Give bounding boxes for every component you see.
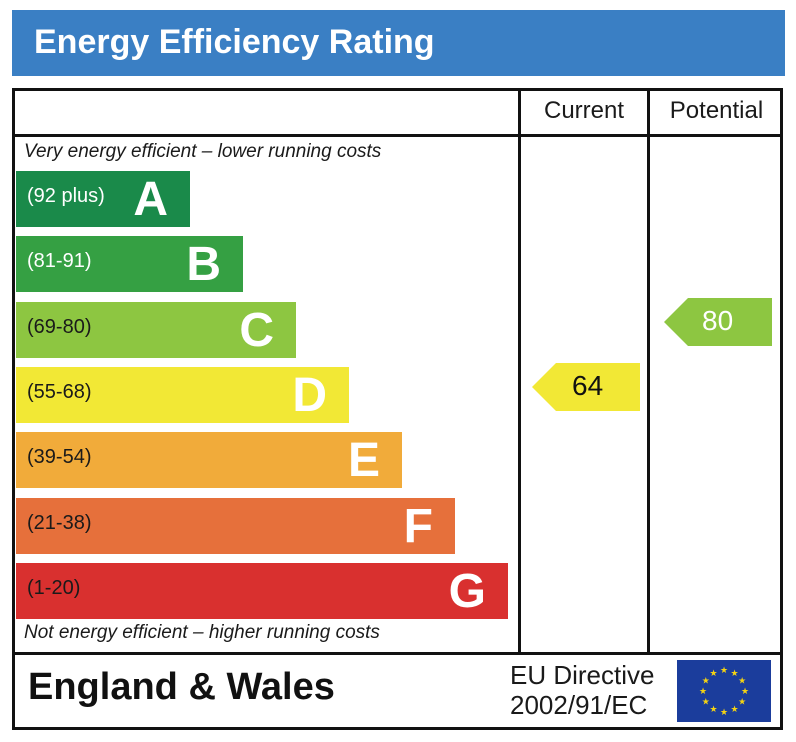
eu-directive: EU Directive 2002/91/EC <box>510 660 654 720</box>
eu-star-icon: ★ <box>699 687 707 697</box>
band-d-letter: D <box>292 369 327 422</box>
band-c-range: (69-80) <box>27 316 92 338</box>
rating-table <box>12 88 783 730</box>
band-b-letter: B <box>186 238 221 291</box>
header-divider <box>12 134 783 137</box>
eu-star-icon: ★ <box>720 666 728 676</box>
title-bar: Energy Efficiency Rating <box>12 10 785 76</box>
eu-star-icon: ★ <box>730 669 738 679</box>
potential-column-header: Potential <box>669 97 764 124</box>
eu-star-icon: ★ <box>709 669 717 679</box>
current-column-header: Current <box>543 97 625 124</box>
band-b-range: (81-91) <box>27 250 92 272</box>
eu-directive-line2: 2002/91/EC <box>510 690 648 720</box>
current-rating-arrow: 64 <box>532 363 640 416</box>
eu-star-icon: ★ <box>741 687 749 697</box>
potential-arrow-shape <box>664 298 772 346</box>
eu-star-icon: ★ <box>720 708 728 718</box>
band-c-letter: C <box>239 304 274 357</box>
band-f-letter: F <box>403 500 433 553</box>
band-d: (55-68) D <box>16 367 349 423</box>
current-column-divider <box>518 88 521 654</box>
current-rating-value: 64 <box>572 370 604 401</box>
eu-star-icon: ★ <box>702 677 710 687</box>
eu-directive-line1: EU Directive <box>510 660 655 690</box>
eu-star-icon: ★ <box>702 698 710 708</box>
band-b: (81-91) B <box>16 236 243 292</box>
band-e-letter: E <box>347 434 380 487</box>
band-a-range: (92 plus) <box>27 185 105 207</box>
band-a-letter: A <box>133 173 168 226</box>
band-g-range: (1-20) <box>27 577 81 599</box>
band-e-range: (39-54) <box>27 446 92 468</box>
footer-divider <box>12 652 783 655</box>
band-g: (1-20) G <box>16 563 508 619</box>
top-note: Very energy efficient – lower running co… <box>24 141 382 162</box>
eu-star-icon: ★ <box>730 705 738 715</box>
potential-column-divider <box>647 88 650 654</box>
eu-flag-icon: ★ ★ ★ ★ ★ ★ ★ ★ ★ ★ ★ ★ <box>677 660 771 722</box>
band-a: (92 plus) A <box>16 171 190 227</box>
eu-stars: ★ ★★★★★★★★★★★ <box>699 666 749 718</box>
band-f-range: (21-38) <box>27 512 92 534</box>
band-c: (69-80) C <box>16 302 296 358</box>
page-title: Energy Efficiency Rating <box>34 23 435 61</box>
current-arrow-shape <box>532 363 640 411</box>
band-f: (21-38) F <box>16 498 455 554</box>
potential-rating-arrow: 80 <box>664 298 772 351</box>
band-g-letter: G <box>448 565 486 618</box>
band-e: (39-54) E <box>16 432 402 488</box>
eu-star-icon: ★ <box>738 698 746 708</box>
bottom-note: Not energy efficient – higher running co… <box>24 622 380 643</box>
region-label: England & Wales <box>28 666 335 708</box>
band-d-range: (55-68) <box>27 381 92 403</box>
eu-star-icon: ★ <box>709 705 717 715</box>
potential-rating-value: 80 <box>702 305 734 336</box>
eu-star-icon: ★ <box>738 677 746 687</box>
